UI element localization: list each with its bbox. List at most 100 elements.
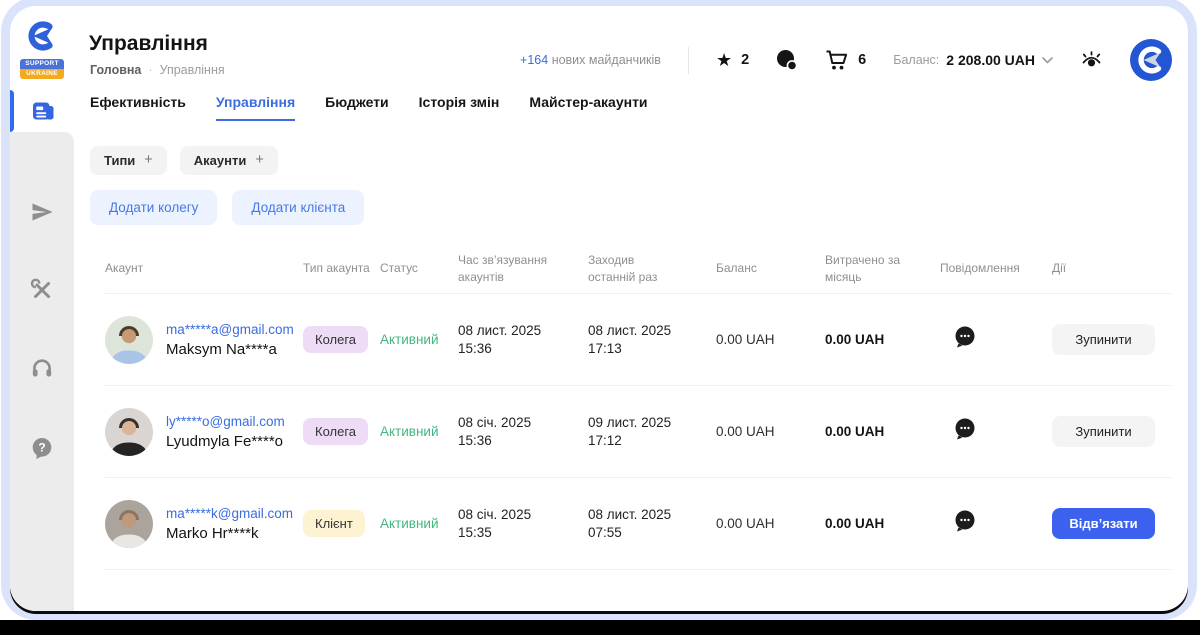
sidebar-item-tools[interactable] <box>30 278 54 302</box>
sidebar-background <box>10 132 74 611</box>
user-avatar-logo-icon <box>1130 39 1172 81</box>
cart-button[interactable]: 6 <box>825 49 866 71</box>
message-icon[interactable] <box>953 325 977 349</box>
balance-cell: 0.00 UAH <box>716 332 775 347</box>
new-platforms-link[interactable]: +164 нових майданчиків <box>520 53 661 67</box>
row-action-button[interactable]: Відв’язати <box>1052 508 1155 539</box>
avatar <box>105 499 153 548</box>
column-header: Повідомлення <box>940 261 1020 276</box>
status-text: Активний <box>380 516 439 531</box>
account-info: ma*****a@gmail.com Maksym Na****a <box>166 322 294 358</box>
message-cell <box>940 325 1052 354</box>
notifications-button[interactable] <box>1080 49 1103 71</box>
add-buttons: Додати колегу Додати клієнта <box>90 190 365 225</box>
user-avatar[interactable] <box>1130 39 1172 81</box>
sidebar-item-news[interactable] <box>30 98 54 122</box>
tab-управління[interactable]: Управління <box>215 94 296 121</box>
account-name: Maksym Na****a <box>166 340 277 358</box>
account-info: ly*****o@gmail.com Lyudmyla Fe****o <box>166 414 285 450</box>
linked-date: 08 січ. 2025 15:35 <box>458 507 532 540</box>
type-cell: Колега <box>303 418 380 445</box>
add-colleague-button[interactable]: Додати колегу <box>90 190 218 225</box>
paper-plane-icon <box>32 203 53 221</box>
column-header: Витрачено за місяць <box>825 253 901 284</box>
sidebar-item-help[interactable]: ? <box>30 436 54 460</box>
sidebar: SUPPORT UKRAINE ? <box>10 6 74 611</box>
account-email-link[interactable]: ly*****o@gmail.com <box>166 413 285 429</box>
tab-історія-змін[interactable]: Історія змін <box>418 94 500 110</box>
new-platforms-count: +164 <box>520 53 549 67</box>
message-cell <box>940 417 1052 446</box>
account-email-link[interactable]: ma*****a@gmail.com <box>166 321 294 337</box>
status-text: Активний <box>380 332 439 347</box>
account-name: Marko Hr****k <box>166 524 259 542</box>
balance-dropdown[interactable]: Баланс: 2 208.00 UAH <box>893 52 1053 68</box>
account-info: ma*****k@gmail.com Marko Hr****k <box>166 506 293 542</box>
page-title: Управління <box>89 32 208 55</box>
message-cell <box>940 509 1052 538</box>
favorites-button[interactable]: ★ 2 <box>716 51 749 69</box>
account-cell: ma*****a@gmail.com Maksym Na****a <box>105 315 303 364</box>
sidebar-item-support[interactable] <box>30 356 54 380</box>
account-email-link[interactable]: ma*****k@gmail.com <box>166 505 293 521</box>
type-cell: Колега <box>303 326 380 353</box>
message-icon[interactable] <box>953 509 977 533</box>
actions-cell: Зупинити <box>1052 416 1172 447</box>
table-body: ma*****a@gmail.com Maksym Na****a Колега… <box>105 294 1172 570</box>
tab-майстер-акаунти[interactable]: Майстер-акаунти <box>529 94 648 110</box>
accounts-table: Акаунт Тип акаунта Статус Час зв’язування а… <box>105 244 1172 570</box>
balance-cell: 0.00 UAH <box>716 516 775 531</box>
spent-cell: 0.00 UAH <box>825 424 885 439</box>
cart-count: 6 <box>858 52 867 68</box>
new-platforms-label: нових майданчиків <box>551 53 661 67</box>
add-client-button[interactable]: Додати клієнта <box>232 190 365 225</box>
linked-date: 08 січ. 2025 15:36 <box>458 415 532 448</box>
balance-cell: 0.00 UAH <box>716 424 775 439</box>
actions-cell: Зупинити <box>1052 324 1172 355</box>
tab-ефективність[interactable]: Ефективність <box>90 94 186 110</box>
logo-c-arrow-icon <box>28 21 53 51</box>
breadcrumb-home-link[interactable]: Головна <box>90 63 142 77</box>
chat-button[interactable] <box>776 49 798 71</box>
table-row: ma*****k@gmail.com Marko Hr****k Клієнт … <box>105 478 1172 570</box>
status-text: Активний <box>380 424 439 439</box>
column-header: Акаунт <box>105 261 144 276</box>
last-seen-date: 09 лист. 2025 17:12 <box>588 415 672 448</box>
account-name: Lyudmyla Fe****o <box>166 432 284 450</box>
account-cell: ma*****k@gmail.com Marko Hr****k <box>105 499 303 548</box>
avatar-photo <box>105 499 153 548</box>
avatar <box>105 407 153 456</box>
screen-bottom-edge <box>0 620 1200 635</box>
cart-icon <box>826 50 848 70</box>
table-header: Акаунт Тип акаунта Статус Час зв’язування а… <box>105 244 1172 294</box>
filter-chip[interactable]: Типи + <box>90 146 167 175</box>
chevron-down-icon <box>1042 56 1053 64</box>
main-area: Управління Головна · Управління +164 нових… <box>74 6 1188 611</box>
toolbar-divider <box>687 46 689 74</box>
column-header: Тип акаунта <box>303 261 370 276</box>
message-icon[interactable] <box>953 417 977 441</box>
sidebar-item-send[interactable] <box>30 200 54 224</box>
ukraine-label: UKRAINE <box>20 69 64 79</box>
actions-cell: Відв’язати <box>1052 508 1172 539</box>
help-bubble-icon: ? <box>32 438 52 459</box>
spent-cell: 0.00 UAH <box>825 516 885 531</box>
header-toolbar: +164 нових майданчиків ★ 2 6 <box>520 39 1172 81</box>
column-header: Дії <box>1052 261 1067 276</box>
column-header: Час зв’язування акаунтів <box>458 253 548 284</box>
active-nav-indicator <box>10 90 14 132</box>
last-seen-date: 08 лист. 2025 07:55 <box>588 507 672 540</box>
filter-chip-label: Акаунти <box>193 153 247 168</box>
filter-chip[interactable]: Акаунти + <box>179 146 278 175</box>
tab-бюджети[interactable]: Бюджети <box>325 94 389 110</box>
filter-chips: Типи + Акаунти + <box>90 146 278 175</box>
support-label: SUPPORT <box>20 59 64 69</box>
app-logo[interactable]: SUPPORT UKRAINE <box>20 16 64 79</box>
avatar-photo <box>105 315 153 364</box>
type-cell: Клієнт <box>303 510 380 537</box>
row-action-button[interactable]: Зупинити <box>1052 324 1155 355</box>
plus-icon: + <box>144 152 153 169</box>
balance-label: Баланс: <box>893 53 940 67</box>
avatar <box>105 315 153 364</box>
row-action-button[interactable]: Зупинити <box>1052 416 1155 447</box>
